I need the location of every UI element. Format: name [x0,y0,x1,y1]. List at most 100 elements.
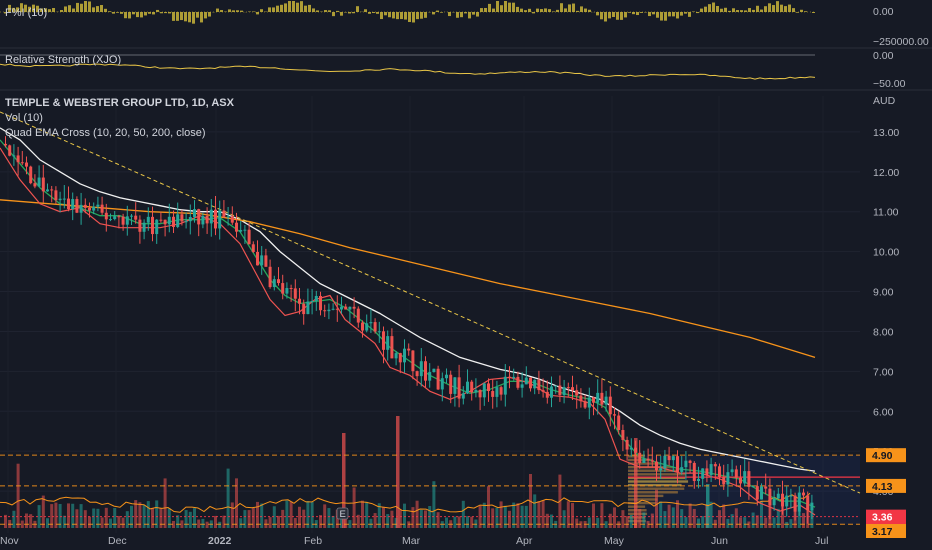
volume-bar [772,517,776,528]
volume-bar [697,518,700,528]
candle-up [730,469,734,473]
oscillator-bar [8,4,11,12]
volume-bar [411,507,415,528]
candle-down [734,469,738,478]
volume-bar [415,500,419,528]
candle-up [680,467,684,472]
oscillator-bar [696,12,699,14]
oscillator-bar [296,2,299,12]
candle-down [230,216,234,223]
candle-down [104,212,108,220]
volume-bar [701,516,705,528]
volume-bar [50,504,54,528]
volume-bar [92,508,96,528]
oscillator-bar [624,12,627,18]
candle-down [4,143,7,146]
oscillator-bar [472,12,475,15]
volume-bar [487,486,490,528]
candle-up [130,215,133,217]
volume-bar [75,509,79,528]
oscillator-bar [552,11,555,12]
candle-down [608,396,612,415]
oscillator-bar [136,12,139,18]
candle-down [592,397,595,403]
oscillator-bar [680,12,683,16]
candle-down [436,368,440,390]
oscillator-bar [152,12,155,15]
volume-bar [71,503,75,528]
volume-bar [205,521,209,528]
volume-bar [125,511,129,528]
volume-bar [25,513,28,528]
oscillator-bar [488,3,491,12]
oscillator-bar [192,12,195,24]
rs-tick-1: −50.00 [873,78,906,90]
oscillator-bar [772,5,775,12]
volume-bar [797,511,801,528]
candle-up [394,353,398,359]
oscillator-bar [376,12,379,14]
oscillator-bar [584,8,587,12]
volume-bar [306,501,310,528]
oscillator-bar [148,12,151,14]
candle-up [146,216,150,223]
price-tag-bg [866,448,906,463]
oscillator-tick-1: −250000.00 [873,36,929,48]
volume-bar [398,509,402,528]
oscillator-bar [316,10,319,12]
volume-bar [256,501,259,528]
oscillator-bar [168,12,171,14]
volume-profile-bar [628,494,664,498]
candle-down [537,379,541,391]
oscillator-bar [252,11,255,12]
volume-bar [663,511,667,528]
oscillator-bar [328,10,331,12]
candle-up [365,323,369,331]
oscillator-bar [300,1,303,13]
volume-bar [638,508,642,528]
candle-down [718,466,721,478]
earnings-marker[interactable] [336,507,349,520]
oscillator-bar [588,9,591,12]
candle-up [327,309,331,312]
volume-bar [188,511,192,528]
candle-up [428,372,432,381]
volume-bar [251,508,255,528]
oscillator-bar [760,9,763,12]
oscillator-bar [528,8,531,12]
oscillator-bar [284,3,287,13]
volume-bar [524,505,528,528]
candle-up [348,306,352,310]
candle-down [222,210,226,217]
oscillator-bar [612,12,615,18]
candle-down [713,464,717,467]
candle-up [642,458,646,463]
candle-up [226,216,230,218]
candle-up [810,502,814,511]
x-tick-label: Jun [711,535,728,547]
candle-up [218,210,222,229]
candle-up [188,217,192,222]
volume-bar [130,505,133,528]
candle-down [134,215,138,220]
oscillator-bar [188,12,191,23]
candle-down [352,306,356,309]
volume-bar [235,478,238,528]
volume-bar [566,501,570,528]
volume-profile-bar [628,498,658,501]
oscillator-bar [572,3,575,13]
oscillator-bar [272,7,275,12]
oscillator-bar [292,1,295,12]
volume-bar [755,515,759,528]
candle-up [726,472,730,485]
volume-bar [676,500,679,528]
candle-up [659,468,663,471]
candle-down [67,198,70,210]
candle-down [117,216,121,218]
oscillator-bar [368,12,371,14]
volume-bar [604,521,608,528]
volume-bar [83,510,87,528]
oscillator-bar [408,12,411,23]
